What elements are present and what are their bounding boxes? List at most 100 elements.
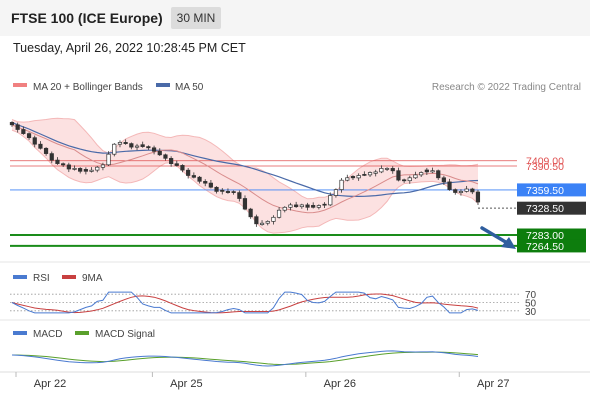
candle: [95, 166, 100, 173]
interval-button[interactable]: 30 MIN: [171, 7, 221, 29]
candle: [146, 145, 151, 150]
pivot-label-box: [517, 183, 586, 197]
candle: [197, 176, 202, 184]
candle: [100, 162, 106, 171]
macd-signal-line: [12, 351, 479, 365]
candle: [419, 171, 424, 177]
macd-signal-legend-swatch: [75, 331, 89, 335]
candle: [379, 165, 384, 174]
candle: [424, 167, 429, 175]
candle: [43, 147, 49, 156]
candle: [180, 164, 185, 173]
macd-signal-legend-label: MACD Signal: [95, 329, 155, 340]
candle: [265, 220, 270, 226]
candle: [242, 195, 248, 211]
candle: [413, 171, 418, 179]
candle: [322, 202, 327, 209]
time-axis-label: Apr 27: [477, 378, 509, 390]
time-axis-label: Apr 25: [170, 378, 202, 390]
candle: [203, 179, 208, 187]
ma20-legend-swatch: [13, 83, 27, 87]
candle: [350, 175, 356, 180]
chart-header: FTSE 100 (ICE Europe) 30 MIN: [0, 0, 590, 36]
candle: [453, 188, 458, 195]
candle: [214, 186, 219, 194]
source-credit: Research © 2022 Trading Central: [432, 82, 581, 93]
candle: [151, 145, 157, 155]
ma20-legend-label: MA 20 + Bollinger Bands: [33, 82, 143, 93]
candle: [441, 175, 446, 186]
candle: [169, 156, 174, 167]
candle: [186, 168, 191, 179]
forecast-arrow: [480, 226, 516, 249]
candle: [9, 121, 15, 127]
candle: [282, 206, 287, 213]
candle: [470, 187, 475, 195]
candle: [231, 190, 236, 195]
candle: [191, 172, 196, 179]
candle: [299, 203, 304, 209]
candle: [384, 167, 390, 171]
candle: [26, 132, 32, 140]
candle: [294, 201, 299, 208]
candle: [72, 165, 77, 171]
time-axis-label: Apr 26: [324, 378, 356, 390]
candle: [356, 173, 361, 181]
support-label: 7283.00: [526, 230, 564, 242]
macd-legend-label: MACD: [33, 329, 62, 340]
candle: [112, 143, 117, 157]
candle: [402, 178, 407, 183]
time-axis-label: Apr 22: [34, 378, 66, 390]
candle: [208, 180, 213, 189]
support-label-box: [517, 228, 586, 242]
candle: [129, 142, 134, 150]
candle: [259, 220, 265, 226]
candle: [447, 178, 452, 191]
candle: [66, 162, 71, 173]
candle: [271, 215, 276, 225]
support-label: 7264.50: [526, 241, 564, 253]
candle: [345, 174, 350, 182]
bollinger-band-area: [12, 118, 478, 234]
rsi-tick-label: 30: [525, 307, 537, 318]
candle: [220, 188, 225, 195]
rsi-ma-line: [11, 293, 479, 314]
ma50-legend-label: MA 50: [175, 82, 204, 93]
instrument-title: FTSE 100 (ICE Europe): [11, 10, 163, 26]
candle: [339, 178, 344, 193]
rsi-legend-label: RSI: [33, 273, 50, 284]
candle: [288, 202, 293, 211]
candle: [276, 207, 282, 219]
bollinger-bands: [11, 117, 479, 234]
macd-legend-swatch: [13, 331, 27, 335]
candle: [373, 169, 378, 177]
candle: [390, 166, 395, 174]
rsi-legend-swatch: [13, 275, 27, 279]
candle: [174, 160, 179, 167]
candle: [430, 167, 435, 174]
ma50-legend-swatch: [156, 83, 170, 87]
candle: [117, 140, 123, 148]
ma50-line: [11, 121, 479, 197]
candle: [311, 202, 316, 209]
candle: [316, 204, 321, 210]
candlesticks: [9, 121, 481, 227]
last-label-box: [517, 201, 586, 215]
price-levels: [10, 160, 586, 247]
candle: [15, 122, 20, 133]
candle: [134, 143, 140, 151]
pivot-label: 7359.50: [526, 185, 564, 197]
candle: [140, 141, 145, 148]
candle: [237, 190, 242, 202]
candle: [49, 151, 54, 164]
candle: [248, 207, 253, 219]
candle: [21, 126, 26, 135]
candle: [106, 151, 111, 167]
candle: [163, 153, 168, 161]
candle: [458, 189, 464, 196]
candle: [78, 167, 83, 174]
candle: [367, 171, 373, 177]
support-label-box: [517, 239, 586, 253]
